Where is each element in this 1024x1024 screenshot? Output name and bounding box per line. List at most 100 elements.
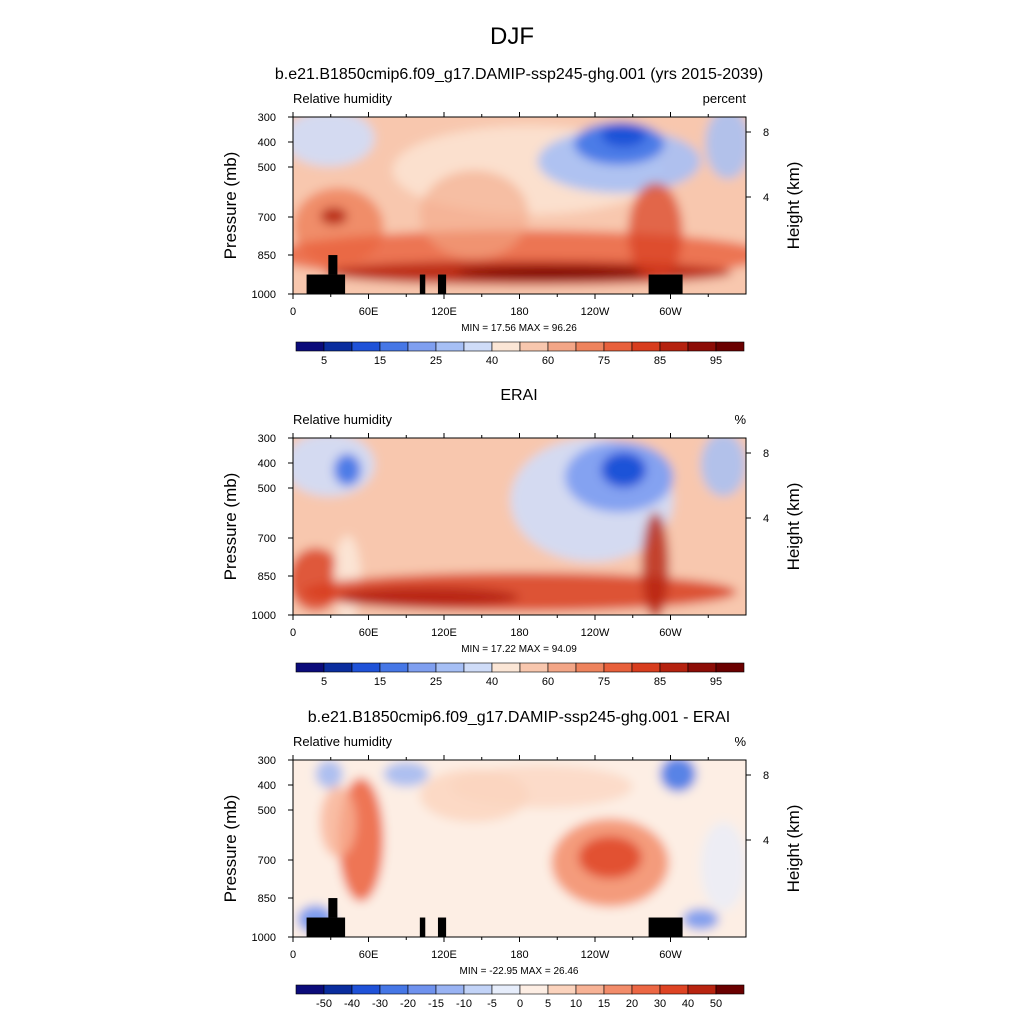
colorbar-label: 15 bbox=[598, 998, 610, 1010]
colorbar-label: 5 bbox=[321, 676, 327, 688]
colorbar-swatch bbox=[407, 984, 437, 995]
colorbar-label: -20 bbox=[400, 998, 416, 1010]
field-region bbox=[700, 821, 746, 911]
colorbar-swatch bbox=[715, 341, 745, 352]
y-tick-label: 1000 bbox=[252, 932, 276, 944]
field-region bbox=[293, 117, 375, 167]
x-tick-label: 0 bbox=[290, 949, 296, 961]
terrain-mask bbox=[306, 917, 346, 937]
colorbar-swatch bbox=[659, 984, 689, 995]
units-label: % bbox=[734, 734, 746, 749]
colorbar-swatch bbox=[435, 984, 465, 995]
colorbar-swatch bbox=[659, 662, 689, 673]
y-tick-label: 500 bbox=[258, 483, 276, 495]
colorbar-swatch bbox=[575, 341, 605, 352]
colorbar-swatch bbox=[631, 662, 661, 673]
y-tick-label: 400 bbox=[258, 458, 276, 470]
field-region bbox=[628, 182, 683, 282]
terrain-mask bbox=[437, 917, 447, 937]
colorbar-label: -15 bbox=[428, 998, 444, 1010]
field-region bbox=[451, 765, 633, 808]
colorbar-swatch bbox=[547, 662, 577, 673]
colorbar-swatch bbox=[547, 984, 577, 995]
colorbar-label: 40 bbox=[486, 676, 498, 688]
colorbar: 5 15 25 40 60 75 85 95 bbox=[295, 341, 745, 367]
panel-2: ERAI Relative humidity % 0 60E 120E 180 120W 60W… bbox=[221, 387, 803, 688]
y-tick-label: 300 bbox=[258, 433, 276, 445]
y2-axis-label: Height (km) bbox=[784, 483, 803, 571]
y-axis-label: Pressure (mb) bbox=[221, 473, 240, 581]
field-region bbox=[419, 170, 529, 259]
y-tick-label: 700 bbox=[258, 212, 276, 224]
field-region bbox=[700, 438, 746, 497]
colorbar-label: 95 bbox=[710, 355, 722, 367]
colorbar-swatch bbox=[631, 341, 661, 352]
colorbar-swatch bbox=[323, 662, 353, 673]
colorbar-swatch bbox=[295, 984, 325, 995]
x-tick-label: 120W bbox=[581, 949, 610, 961]
terrain-mask bbox=[437, 274, 447, 294]
y-tick-label: 850 bbox=[258, 250, 276, 262]
x-tick-label: 180 bbox=[510, 306, 528, 318]
colorbar-label: 20 bbox=[626, 998, 638, 1010]
colorbar-swatch bbox=[435, 662, 465, 673]
colorbar-swatch bbox=[379, 662, 409, 673]
terrain-mask bbox=[328, 255, 338, 275]
colorbar-swatch bbox=[435, 341, 465, 352]
field-region bbox=[456, 267, 656, 279]
heatmap-field bbox=[293, 438, 746, 615]
panel-title: b.e21.B1850cmip6.f09_g17.DAMIP-ssp245-gh… bbox=[308, 709, 730, 726]
x-tick-label: 60W bbox=[659, 949, 682, 961]
colorbar-label: -30 bbox=[372, 998, 388, 1010]
y-tick-label: 850 bbox=[258, 571, 276, 583]
colorbar-swatch bbox=[603, 662, 633, 673]
x-tick-label: 180 bbox=[510, 949, 528, 961]
colorbar-label: 85 bbox=[654, 676, 666, 688]
y-tick-label: 300 bbox=[258, 755, 276, 767]
field-region bbox=[659, 760, 697, 792]
terrain-mask bbox=[419, 274, 426, 294]
field-region bbox=[601, 452, 647, 488]
field-region bbox=[338, 586, 520, 608]
main-title: DJF bbox=[490, 23, 534, 50]
colorbar-swatch bbox=[295, 662, 325, 673]
y2-tick-label: 8 bbox=[763, 127, 769, 139]
colorbar-swatch bbox=[491, 984, 521, 995]
colorbar-swatch bbox=[603, 984, 633, 995]
colorbar-swatch bbox=[379, 341, 409, 352]
colorbar-label: 75 bbox=[598, 676, 610, 688]
colorbar-swatch bbox=[519, 984, 549, 995]
colorbar-swatch bbox=[323, 984, 353, 995]
colorbar-label: -50 bbox=[316, 998, 332, 1010]
x-tick-label: 60E bbox=[359, 306, 379, 318]
colorbar-swatch bbox=[463, 984, 493, 995]
y-tick-label: 1000 bbox=[252, 610, 276, 622]
colorbar-label: 85 bbox=[654, 355, 666, 367]
heatmap-field bbox=[293, 760, 746, 937]
panel-title: b.e21.B1850cmip6.f09_g17.DAMIP-ssp245-gh… bbox=[275, 66, 763, 83]
colorbar-label: 15 bbox=[374, 676, 386, 688]
y-tick-label: 850 bbox=[258, 893, 276, 905]
colorbar-label: 15 bbox=[374, 355, 386, 367]
field-region bbox=[641, 512, 669, 615]
colorbar-swatch bbox=[407, 662, 437, 673]
colorbar-swatch bbox=[463, 662, 493, 673]
y-axis-label: Pressure (mb) bbox=[221, 152, 240, 260]
x-tick-label: 60W bbox=[659, 306, 682, 318]
min-max-stats: MIN = 17.56 MAX = 96.26 bbox=[461, 323, 577, 334]
colorbar-label: 25 bbox=[430, 676, 442, 688]
field-region bbox=[705, 117, 746, 179]
colorbar-swatch bbox=[575, 662, 605, 673]
x-tick-label: 120E bbox=[431, 306, 457, 318]
colorbar-label: 40 bbox=[486, 355, 498, 367]
y-tick-label: 700 bbox=[258, 533, 276, 545]
y-tick-label: 300 bbox=[258, 112, 276, 124]
colorbar-label: -40 bbox=[344, 998, 360, 1010]
colorbar-swatch bbox=[547, 341, 577, 352]
colorbar-swatch bbox=[575, 984, 605, 995]
heatmap-field bbox=[293, 117, 746, 294]
y2-axis-label: Height (km) bbox=[784, 162, 803, 250]
terrain-mask bbox=[306, 274, 346, 294]
colorbar-swatch bbox=[631, 984, 661, 995]
field-region bbox=[315, 760, 343, 789]
